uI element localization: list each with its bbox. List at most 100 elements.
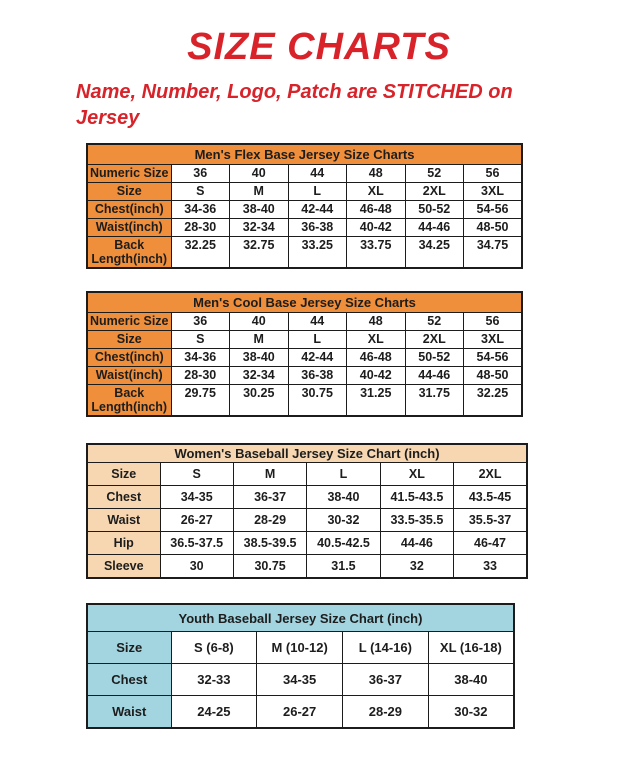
size-value-cell: 34-35 <box>159 485 234 509</box>
size-value-cell: 36.5-37.5 <box>159 531 234 555</box>
size-value-cell: 48-50 <box>463 366 523 385</box>
size-value-cell: 30-32 <box>306 508 381 532</box>
size-value-cell: 33.25 <box>287 236 347 269</box>
size-value-cell: M (10-12) <box>256 631 343 664</box>
page-title: SIZE CHARTS <box>187 26 451 68</box>
size-value-cell: 41.5-43.5 <box>379 485 455 509</box>
size-value-cell: 34.75 <box>463 236 523 269</box>
youth-baseball-size-table: Youth Baseball Jersey Size Chart (inch) … <box>86 603 515 729</box>
table-row: Size S M L XL 2XL 3XL <box>86 330 523 349</box>
size-value-cell: 32.25 <box>463 384 523 417</box>
row-label: Waist <box>86 508 161 532</box>
size-value-cell: 31.75 <box>404 384 464 417</box>
row-label: Numeric Size <box>86 164 172 183</box>
size-value-cell: 44 <box>287 164 347 183</box>
size-value-cell: 30.75 <box>232 554 308 579</box>
row-label: Waist <box>86 695 172 729</box>
size-value-cell: 26-27 <box>256 695 343 729</box>
row-label: Chest(inch) <box>86 200 172 219</box>
size-value-cell: 48 <box>346 312 406 331</box>
size-value-cell: 36-37 <box>342 663 429 696</box>
size-value-cell: 38-40 <box>229 200 289 219</box>
size-value-cell: S <box>159 462 234 486</box>
size-value-cell: 32.75 <box>229 236 289 269</box>
size-value-cell: 40-42 <box>346 366 406 385</box>
size-value-cell: 30.75 <box>287 384 347 417</box>
size-value-cell: L <box>306 462 381 486</box>
size-value-cell: XL <box>379 462 455 486</box>
womens-baseball-size-table: Women's Baseball Jersey Size Chart (inch… <box>86 443 528 579</box>
table-row: Sleeve 30 30.75 31.5 32 33 <box>86 554 528 579</box>
size-value-cell: 34.25 <box>404 236 464 269</box>
row-label: Back Length(inch) <box>86 384 172 417</box>
size-value-cell: 40 <box>229 164 289 183</box>
size-value-cell: 46-48 <box>346 200 406 219</box>
row-label: Sleeve <box>86 554 161 579</box>
size-value-cell: 33.75 <box>346 236 406 269</box>
row-label: Size <box>86 330 172 349</box>
table-row: Waist 26-27 28-29 30-32 33.5-35.5 35.5-37 <box>86 508 528 532</box>
size-value-cell: S <box>170 182 230 201</box>
size-value-cell: 38-40 <box>306 485 381 509</box>
size-value-cell: 30 <box>159 554 234 579</box>
size-value-cell: L <box>287 330 347 349</box>
table-row: Chest 32-33 34-35 36-37 38-40 <box>86 663 515 696</box>
table-row: Chest(inch) 34-36 38-40 42-44 46-48 50-52 54-5… <box>86 348 523 367</box>
size-value-cell: 38-40 <box>427 663 515 696</box>
size-value-cell: 43.5-45 <box>453 485 528 509</box>
size-value-cell: 36-37 <box>232 485 308 509</box>
size-value-cell: 30-32 <box>427 695 515 729</box>
row-label: Waist(inch) <box>86 218 172 237</box>
table-row: Size S M L XL 2XL <box>86 462 528 486</box>
size-value-cell: S (6-8) <box>170 631 258 664</box>
row-label: Hip <box>86 531 161 555</box>
size-value-cell: 34-36 <box>170 348 230 367</box>
size-value-cell: 40.5-42.5 <box>306 531 381 555</box>
row-label: Chest(inch) <box>86 348 172 367</box>
size-value-cell: 34-35 <box>256 663 343 696</box>
table-row: Size S M L XL 2XL 3XL <box>86 182 523 201</box>
row-label: Back Length(inch) <box>86 236 172 269</box>
size-value-cell: XL <box>346 182 406 201</box>
size-value-cell: 2XL <box>404 330 464 349</box>
size-value-cell: M <box>232 462 308 486</box>
size-value-cell: 44-46 <box>379 531 455 555</box>
size-value-cell: 29.75 <box>170 384 230 417</box>
table-title: Men's Flex Base Jersey Size Charts <box>86 143 523 165</box>
size-value-cell: 32.25 <box>170 236 230 269</box>
size-value-cell: XL <box>346 330 406 349</box>
size-value-cell: 31.25 <box>346 384 406 417</box>
size-value-cell: 3XL <box>463 182 523 201</box>
row-label: Chest <box>86 485 161 509</box>
size-value-cell: XL (16-18) <box>427 631 515 664</box>
table-row: Back Length(inch) 29.75 30.25 30.75 31.25 31.… <box>86 384 523 417</box>
size-value-cell: 28-30 <box>170 366 230 385</box>
size-value-cell: 3XL <box>463 330 523 349</box>
row-label: Numeric Size <box>86 312 172 331</box>
table-row: Chest 34-35 36-37 38-40 41.5-43.5 43.5-45 <box>86 485 528 509</box>
size-value-cell: 52 <box>404 164 464 183</box>
size-value-cell: 28-29 <box>342 695 429 729</box>
row-label: Size <box>86 631 172 664</box>
table-row: Waist(inch) 28-30 32-34 36-38 40-42 44-46 48-5… <box>86 218 523 237</box>
size-value-cell: 56 <box>463 312 523 331</box>
size-value-cell: 24-25 <box>170 695 258 729</box>
size-value-cell: 32 <box>379 554 455 579</box>
table-row: Size S (6-8) M (10-12) L (14-16) XL (16-18) <box>86 631 515 664</box>
table-title-row: Men's Flex Base Jersey Size Charts <box>86 143 523 165</box>
size-value-cell: 48 <box>346 164 406 183</box>
size-value-cell: 46-48 <box>346 348 406 367</box>
row-label: Size <box>86 182 172 201</box>
size-value-cell: 54-56 <box>463 200 523 219</box>
size-value-cell: 31.5 <box>306 554 381 579</box>
table-title: Youth Baseball Jersey Size Chart (inch) <box>86 603 515 632</box>
size-value-cell: 32-34 <box>229 218 289 237</box>
table-row: Waist(inch) 28-30 32-34 36-38 40-42 44-46 48-5… <box>86 366 523 385</box>
size-value-cell: L (14-16) <box>342 631 429 664</box>
size-value-cell: 33 <box>453 554 528 579</box>
size-value-cell: 36-38 <box>287 218 347 237</box>
table-row: Hip 36.5-37.5 38.5-39.5 40.5-42.5 44-46 46-47 <box>86 531 528 555</box>
size-value-cell: 34-36 <box>170 200 230 219</box>
mens-flex-base-size-table: Men's Flex Base Jersey Size Charts Numer… <box>86 143 523 269</box>
size-value-cell: 33.5-35.5 <box>379 508 455 532</box>
